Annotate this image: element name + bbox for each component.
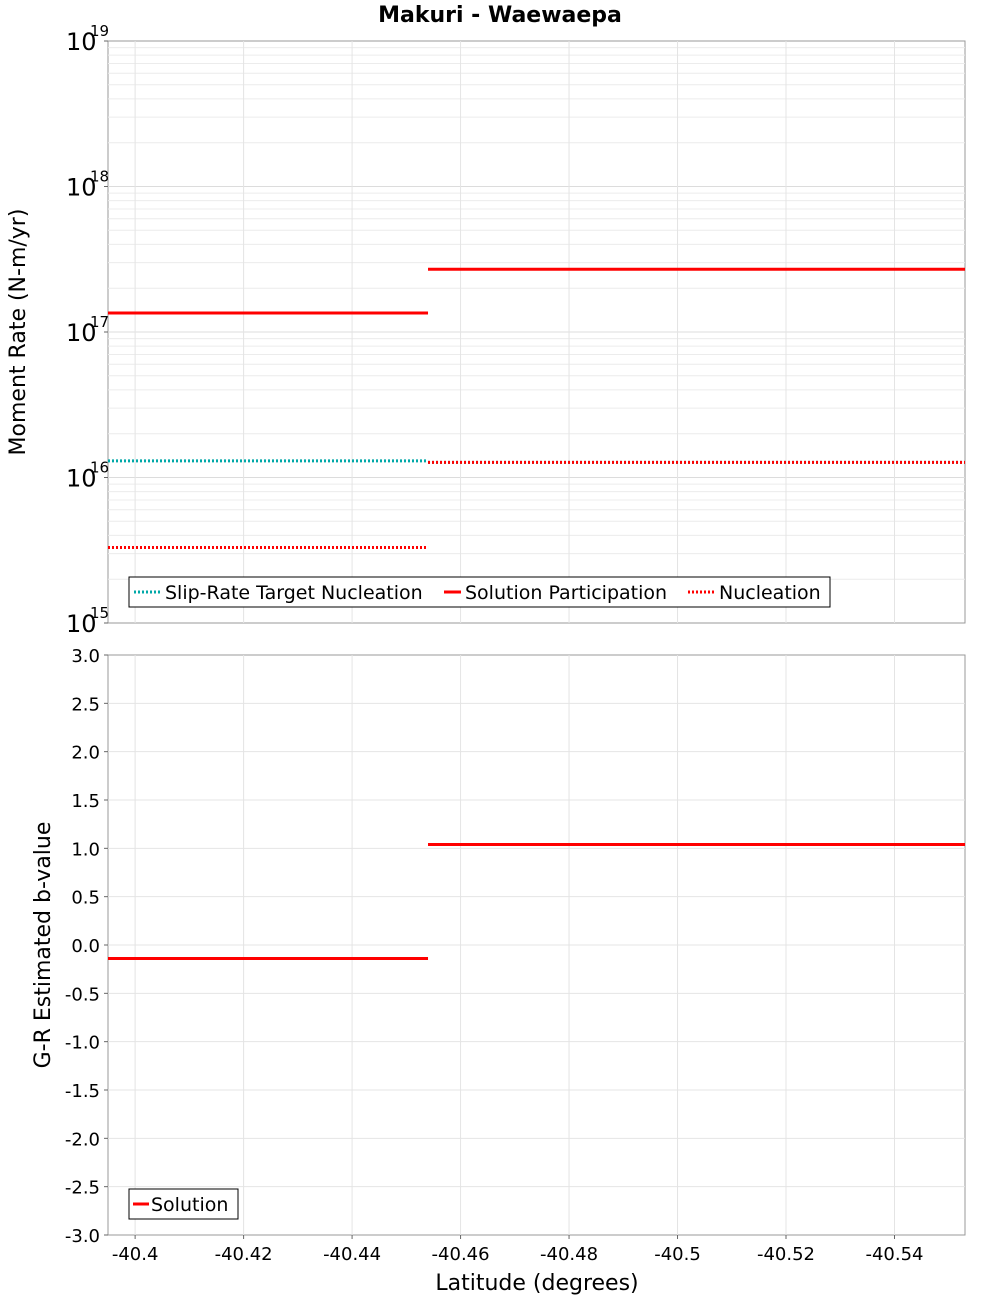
bvalue-y-tick-label: -2.0 [65, 1129, 100, 1150]
bvalue-legend: Solution [128, 1188, 239, 1220]
moment-y-tick-base: 10 [66, 174, 97, 202]
bvalue-y-tick-label: -3.0 [65, 1226, 100, 1247]
moment-y-tick-base: 10 [66, 465, 97, 493]
bvalue-y-tick-label: -0.5 [65, 984, 100, 1005]
legend-label-solution: Solution [151, 1194, 228, 1216]
bvalue-y-tick-label: 0.5 [71, 888, 100, 909]
moment-y-tick-exponent: 16 [90, 459, 109, 477]
moment-y-tick-exponent: 18 [90, 168, 109, 186]
bvalue-y-tick-label: -1.5 [65, 1081, 100, 1102]
moment-y-tick-exponent: 19 [90, 22, 109, 40]
legend-label-slip-rate-target: Slip-Rate Target Nucleation [165, 582, 423, 604]
bvalue-y-tick-label: -2.5 [65, 1178, 100, 1199]
bvalue-y-tick-label: 1.0 [71, 839, 100, 860]
bvalue-y-tick-label: 0.0 [71, 936, 100, 957]
bvalue-y-axis-label: G-R Estimated b-value [31, 822, 56, 1069]
bvalue-y-tick-label: 3.0 [71, 646, 100, 667]
x-axis-label: Latitude (degrees) [435, 1271, 638, 1296]
moment-y-tick-exponent: 17 [90, 313, 109, 331]
legend-label-nucleation: Nucleation [719, 582, 821, 604]
x-tick-label: -40.54 [865, 1244, 923, 1265]
x-tick-label: -40.52 [757, 1244, 815, 1265]
moment-y-axis-label: Moment Rate (N-m/yr) [6, 209, 31, 456]
x-tick-label: -40.46 [432, 1244, 490, 1265]
x-tick-label: -40.4 [112, 1244, 159, 1265]
bvalue-y-tick-label: 2.5 [71, 694, 100, 715]
moment-y-tick-base: 10 [66, 319, 97, 347]
legend-label-solution-participation: Solution Participation [465, 582, 667, 604]
x-tick-label: -40.5 [654, 1244, 701, 1265]
bvalue-y-tick-label: 1.5 [71, 791, 100, 812]
x-tick-label: -40.42 [215, 1244, 273, 1265]
moment-y-tick-exponent: 15 [90, 604, 109, 622]
moment-y-tick-base: 10 [66, 28, 97, 56]
chart-title: Makuri - Waewaepa [378, 3, 622, 28]
moment-legend: Slip-Rate Target Nucleation Solution Par… [128, 576, 831, 608]
x-tick-label: -40.44 [323, 1244, 381, 1265]
moment-y-tick-base: 10 [66, 610, 97, 638]
bvalue-y-tick-label: -1.0 [65, 1033, 100, 1054]
x-tick-label: -40.48 [540, 1244, 598, 1265]
bvalue-panel: 3.0 2.5 2.0 1.5 1.0 0.5 0.0 -0.5 -1.0 -1.5 -2.0 -2.… [31, 646, 966, 1247]
bvalue-y-tick-label: 2.0 [71, 743, 100, 764]
